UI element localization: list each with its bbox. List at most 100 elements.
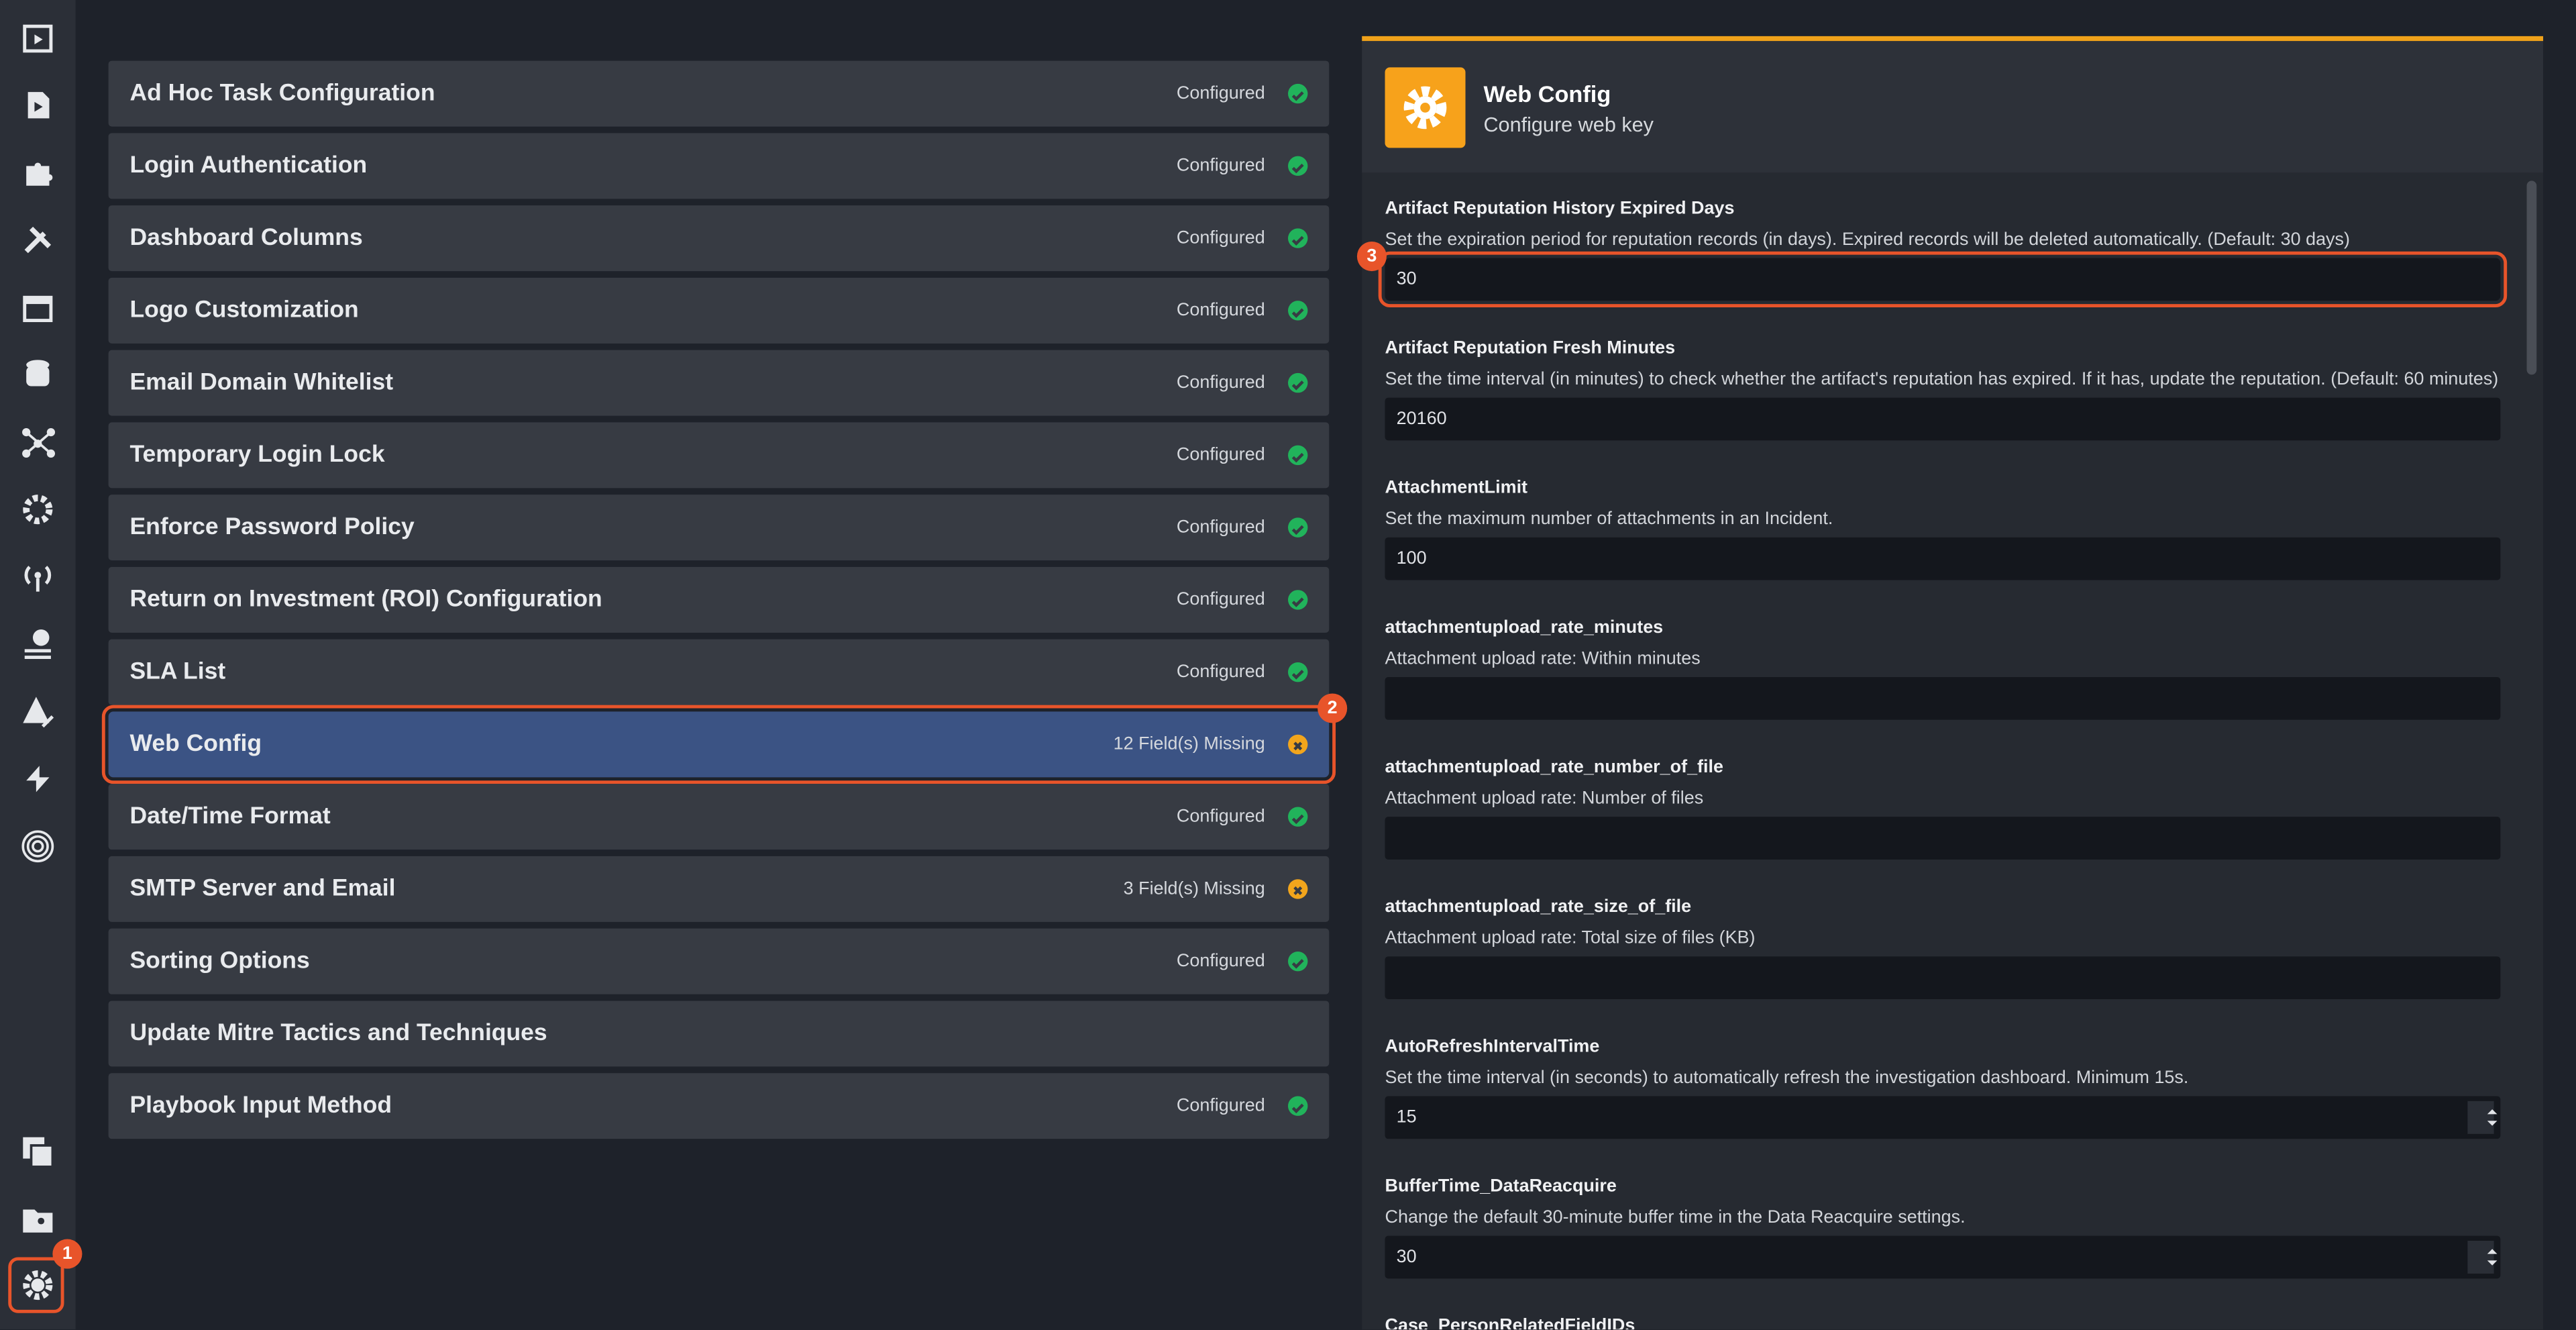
status-icon	[1288, 734, 1308, 755]
field-input[interactable]: 20160	[1385, 397, 2501, 441]
nav-icon[interactable]	[19, 1201, 56, 1237]
config-item[interactable]: Temporary Login Lock Configured	[108, 422, 1330, 489]
field-label: AutoRefreshIntervalTime	[1385, 1037, 1600, 1057]
status-icon	[1288, 1096, 1308, 1116]
status-icon	[1288, 517, 1308, 538]
status-icon	[1288, 879, 1308, 899]
config-item[interactable]: Email Domain Whitelist Configured	[108, 350, 1330, 416]
field-label: Artifact Reputation History Expired Days	[1385, 199, 1735, 219]
config-item[interactable]: SLA List Configured	[108, 639, 1330, 705]
item-status: Configured	[1176, 301, 1265, 321]
field-input[interactable]: 30	[1378, 251, 2508, 307]
field-description: Set the time interval (in seconds) to au…	[1385, 1068, 2189, 1088]
item-name: Update Mitre Tactics and Techniques	[129, 1020, 547, 1047]
nav-icon[interactable]	[19, 693, 56, 729]
field-description: Set the time interval (in minutes) to ch…	[1385, 370, 2499, 390]
field-label: attachmentupload_rate_number_of_file	[1385, 757, 1724, 778]
field-input[interactable]	[1385, 676, 2501, 720]
spinner[interactable]	[2467, 1240, 2498, 1274]
item-name: Ad Hoc Task Configuration	[129, 81, 435, 107]
config-item[interactable]: Logo Customization Configured	[108, 277, 1330, 344]
config-item[interactable]: Login Authentication Configured	[108, 133, 1330, 199]
status-icon	[1288, 156, 1308, 176]
field-label: AttachmentLimit	[1385, 478, 1528, 499]
item-status: Configured	[1176, 1096, 1265, 1116]
item-status: Configured	[1176, 372, 1265, 393]
config-item[interactable]: Web Config 12 Field(s) Missing	[101, 705, 1336, 784]
panel-title: Web Config	[1483, 81, 1611, 107]
field-label: attachmentupload_rate_size_of_file	[1385, 897, 1692, 917]
nav-icon[interactable]	[19, 222, 56, 258]
step-badge: 2	[1318, 693, 1348, 723]
item-status: 12 Field(s) Missing	[1113, 734, 1265, 755]
item-status: Configured	[1176, 156, 1265, 176]
item-status: Configured	[1176, 83, 1265, 104]
config-item[interactable]: SMTP Server and Email 3 Field(s) Missing	[108, 856, 1330, 922]
nav-icon[interactable]	[19, 19, 56, 56]
nav-icon[interactable]	[19, 87, 56, 123]
nav-icon[interactable]	[19, 424, 56, 460]
nav-icon[interactable]	[19, 289, 56, 325]
status-icon	[1288, 372, 1308, 393]
status-icon	[1288, 228, 1308, 248]
item-name: Dashboard Columns	[129, 225, 363, 252]
nav-icon[interactable]	[19, 761, 56, 797]
config-item[interactable]: Ad Hoc Task Configuration Configured	[108, 60, 1330, 127]
field-description: Attachment upload rate: Total size of fi…	[1385, 928, 1756, 949]
field-description: Set the expiration period for reputation…	[1385, 229, 2350, 250]
nav-icon[interactable]	[19, 626, 56, 662]
field-input[interactable]: 100	[1385, 537, 2501, 580]
status-icon	[1288, 445, 1308, 466]
item-name: Logo Customization	[129, 297, 359, 324]
item-name: Enforce Password Policy	[129, 514, 415, 541]
config-panel: Web Config Configure web key Artifact Re…	[1356, 36, 2544, 1330]
config-item[interactable]: Playbook Input Method Configured	[108, 1073, 1330, 1139]
item-status: 3 Field(s) Missing	[1123, 879, 1265, 899]
field-input[interactable]	[1385, 956, 2501, 999]
item-status: Configured	[1176, 228, 1265, 248]
panel-header: Web Config Configure web key	[1362, 41, 2544, 173]
field-label: Case_PersonRelatedFieldIDs	[1385, 1316, 1635, 1330]
sidebar: 1	[0, 0, 83, 1330]
item-name: Return on Investment (ROI) Configuration	[129, 586, 602, 613]
config-item[interactable]: Date/Time Format Configured	[108, 784, 1330, 850]
field-description: Set the maximum number of attachments in…	[1385, 509, 1833, 529]
item-status: Configured	[1176, 662, 1265, 682]
nav-icon[interactable]	[19, 491, 56, 527]
item-name: Playbook Input Method	[129, 1092, 392, 1119]
config-item[interactable]: Sorting Options Configured	[108, 928, 1330, 994]
nav-icon[interactable]	[19, 559, 56, 595]
nav-icon[interactable]	[19, 154, 56, 191]
item-status: Configured	[1176, 951, 1265, 972]
step-badge: 3	[1356, 242, 1387, 272]
field-description: Change the default 30-minute buffer time…	[1385, 1208, 1966, 1228]
item-name: Email Domain Whitelist	[129, 370, 394, 397]
active-nav-highlight	[8, 1257, 64, 1313]
config-item[interactable]: Return on Investment (ROI) Configuration…	[108, 566, 1330, 633]
spinner[interactable]	[2467, 1101, 2498, 1134]
nav-icon[interactable]	[19, 1134, 56, 1170]
nav-icon[interactable]	[19, 356, 56, 393]
config-item[interactable]: Update Mitre Tactics and Techniques	[108, 1001, 1330, 1067]
config-item[interactable]: Dashboard Columns Configured	[108, 205, 1330, 272]
item-name: Date/Time Format	[129, 803, 331, 830]
field-label: attachmentupload_rate_minutes	[1385, 617, 1664, 638]
nav-icon[interactable]	[19, 828, 56, 864]
settings-nav-icon[interactable]	[19, 1267, 56, 1303]
panel-subtitle: Configure web key	[1483, 113, 1654, 137]
panel-icon	[1385, 67, 1466, 148]
item-name: SMTP Server and Email	[129, 876, 396, 903]
item-status: Configured	[1176, 445, 1265, 466]
field-input[interactable]: 15	[1385, 1096, 2501, 1139]
status-icon	[1288, 83, 1308, 104]
scrollbar[interactable]	[2526, 181, 2537, 375]
field-input[interactable]: 30	[1385, 1235, 2501, 1279]
item-name: Web Config	[129, 731, 262, 758]
status-icon	[1288, 807, 1308, 827]
field-input[interactable]	[1385, 817, 2501, 860]
item-name: Login Authentication	[129, 152, 368, 179]
status-icon	[1288, 301, 1308, 321]
status-icon	[1288, 590, 1308, 610]
config-item[interactable]: Enforce Password Policy Configured	[108, 495, 1330, 561]
